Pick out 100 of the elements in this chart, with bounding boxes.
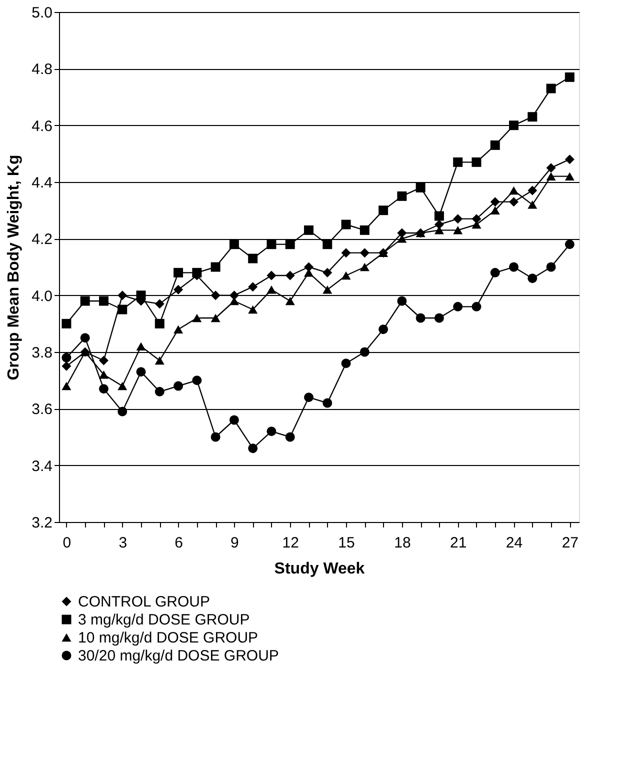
point	[118, 290, 128, 300]
point	[266, 240, 276, 250]
point	[210, 290, 220, 300]
point	[98, 356, 108, 366]
x-tick-label: 9	[230, 534, 239, 552]
point	[118, 304, 128, 314]
point	[248, 254, 258, 264]
point	[528, 200, 538, 209]
point	[546, 172, 556, 180]
x-axis-title: Study Week	[274, 560, 365, 578]
x-tick-label: 0	[62, 534, 72, 552]
point	[397, 228, 407, 238]
y-tick-label: 3.6	[32, 401, 52, 418]
point	[360, 225, 370, 235]
point	[509, 120, 519, 130]
point	[154, 318, 164, 328]
point	[360, 262, 370, 272]
point	[434, 220, 444, 230]
point	[564, 154, 574, 164]
point	[174, 268, 184, 278]
point	[174, 325, 184, 334]
point	[62, 352, 72, 362]
y-tick-label: 4.2	[32, 231, 52, 248]
point	[304, 392, 314, 402]
point	[192, 268, 202, 278]
point	[62, 382, 72, 390]
y-tick-label: 4.4	[32, 174, 52, 192]
point	[453, 302, 463, 312]
y-tick-label: 4.6	[32, 118, 52, 135]
point	[322, 268, 332, 278]
point	[416, 313, 426, 323]
point	[98, 370, 108, 379]
point	[397, 296, 407, 306]
x-tick-label: 27	[562, 534, 579, 552]
point	[509, 186, 519, 195]
point	[285, 296, 295, 306]
point	[490, 197, 500, 207]
point	[564, 172, 574, 180]
x-tick-label: 18	[394, 534, 411, 552]
point	[136, 367, 146, 377]
point	[453, 226, 463, 234]
point	[416, 182, 426, 192]
point	[490, 206, 500, 214]
y-tick-label: 4.0	[32, 288, 52, 305]
x-tick-label: 24	[506, 534, 523, 552]
point	[509, 197, 519, 207]
point	[378, 324, 388, 334]
point	[154, 356, 164, 365]
legend-label: 3 mg/kg/d DOSE GROUP	[78, 612, 250, 628]
y-tick-label: 3.2	[32, 514, 52, 532]
point	[434, 313, 444, 323]
point	[564, 72, 574, 82]
point	[528, 186, 538, 196]
point	[490, 140, 500, 150]
point	[118, 406, 128, 416]
point	[341, 220, 351, 230]
y-tick-label: 4.8	[32, 61, 52, 78]
point	[174, 381, 184, 391]
x-tick-label: 12	[282, 534, 299, 552]
point	[118, 382, 128, 390]
point	[192, 376, 202, 386]
point	[285, 270, 295, 280]
x-tick-label: 21	[450, 534, 467, 552]
point	[266, 270, 276, 280]
point	[453, 214, 463, 224]
point	[472, 157, 482, 167]
point	[564, 240, 574, 250]
point	[528, 112, 538, 122]
point	[80, 296, 90, 306]
point	[360, 248, 370, 258]
point	[266, 286, 276, 294]
point	[472, 302, 482, 312]
point	[360, 347, 370, 357]
x-tick-label: 3	[118, 534, 128, 552]
point	[62, 318, 72, 328]
point	[322, 286, 332, 294]
point	[434, 211, 444, 221]
point	[528, 274, 538, 284]
point	[136, 342, 146, 350]
legend-label: 30/20 mg/kg/d DOSE GROUP	[78, 648, 279, 664]
point	[80, 333, 90, 343]
legend-label: 10 mg/kg/d DOSE GROUP	[78, 630, 258, 646]
point	[210, 314, 220, 322]
y-tick-label: 3.8	[32, 344, 52, 362]
point	[248, 444, 258, 454]
point	[98, 384, 108, 394]
point	[546, 84, 556, 94]
point	[266, 426, 276, 436]
point	[378, 206, 388, 216]
point	[192, 314, 202, 322]
point	[136, 290, 146, 300]
point	[341, 358, 351, 368]
point	[304, 225, 314, 235]
point	[248, 305, 258, 314]
point	[546, 262, 556, 272]
point	[341, 271, 351, 280]
point	[490, 268, 500, 278]
x-tick-label: 15	[338, 534, 355, 552]
point	[174, 284, 184, 294]
point	[154, 299, 164, 309]
